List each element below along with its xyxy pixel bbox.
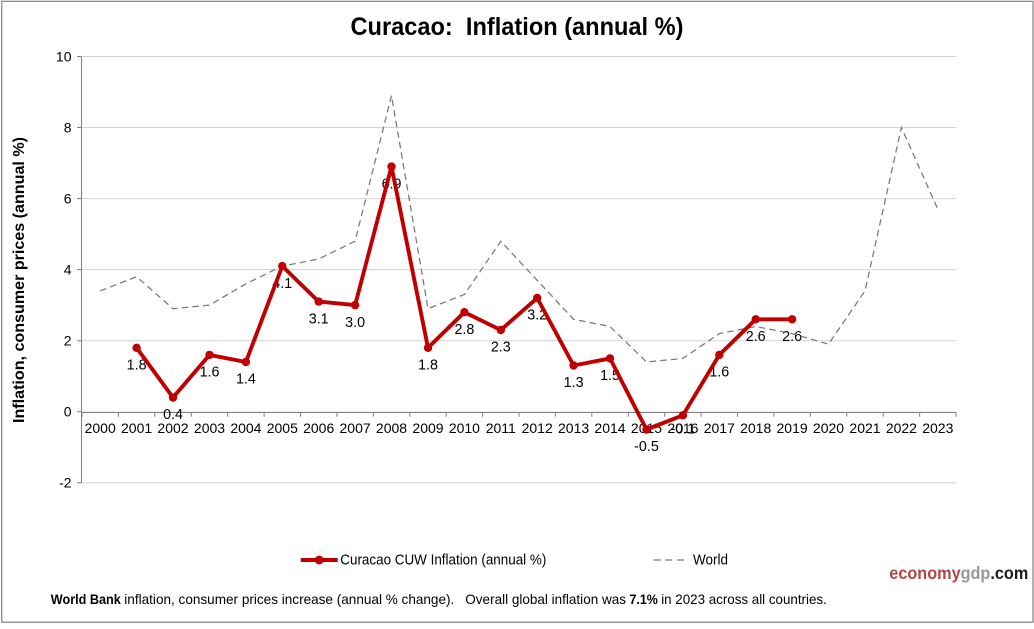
svg-text:1.6: 1.6	[200, 365, 220, 381]
svg-text:1.8: 1.8	[127, 358, 147, 374]
svg-text:World Bank: World Bank	[51, 592, 121, 607]
svg-text:1.6: 1.6	[709, 365, 729, 381]
svg-text:10: 10	[56, 49, 72, 65]
svg-text:Curacao: Inflation (annual %): Curacao: Inflation (annual %)	[351, 13, 684, 41]
svg-text:inflation, consumer prices inc: inflation, consumer prices increase (ann…	[124, 592, 454, 607]
svg-text:in 2023 across all countries.: in 2023 across all countries.	[661, 592, 827, 607]
svg-text:-0.1: -0.1	[671, 422, 696, 438]
svg-text:0: 0	[64, 404, 72, 420]
svg-text:2016: 2016	[667, 420, 698, 436]
svg-text:2010: 2010	[449, 420, 480, 436]
svg-text:4: 4	[64, 262, 72, 278]
svg-text:2.8: 2.8	[454, 322, 474, 338]
svg-text:Curacao CUW Inflation (annual: Curacao CUW Inflation (annual %)	[340, 553, 546, 569]
svg-text:2021: 2021	[849, 420, 880, 436]
svg-text:2013: 2013	[558, 420, 589, 436]
svg-text:2004: 2004	[230, 420, 261, 436]
svg-text:2005: 2005	[267, 420, 298, 436]
svg-text:0.4: 0.4	[163, 407, 183, 423]
svg-text:2011: 2011	[486, 420, 516, 436]
svg-text:2003: 2003	[194, 420, 225, 436]
svg-text:2020: 2020	[813, 420, 844, 436]
svg-text:2.3: 2.3	[491, 340, 511, 356]
svg-text:2023: 2023	[922, 420, 953, 436]
svg-text:1.8: 1.8	[418, 358, 438, 374]
svg-text:2001: 2001	[121, 420, 152, 436]
svg-text:2.6: 2.6	[782, 329, 802, 345]
svg-text:3.2: 3.2	[527, 308, 547, 324]
svg-text:6: 6	[64, 191, 72, 207]
svg-text:2019: 2019	[777, 420, 808, 436]
svg-text:2017: 2017	[704, 420, 735, 436]
svg-text:Overall global inflation was: Overall global inflation was	[465, 592, 626, 607]
svg-text:2: 2	[64, 333, 72, 349]
svg-text:2007: 2007	[340, 420, 371, 436]
svg-text:2006: 2006	[303, 420, 334, 436]
svg-text:2018: 2018	[740, 420, 771, 436]
svg-text:economygdp.com: economygdp.com	[889, 563, 1028, 583]
svg-text:3.0: 3.0	[345, 315, 365, 331]
svg-text:2022: 2022	[886, 420, 917, 436]
svg-text:2008: 2008	[376, 420, 407, 436]
svg-text:2014: 2014	[594, 420, 625, 436]
svg-text:2.6: 2.6	[746, 329, 766, 345]
svg-text:Inflation, consumer prices (an: Inflation, consumer prices (annual %)	[11, 137, 28, 423]
svg-text:2002: 2002	[157, 420, 188, 436]
svg-text:-0.5: -0.5	[634, 439, 659, 455]
svg-text:2012: 2012	[522, 420, 553, 436]
svg-text:3.1: 3.1	[309, 311, 329, 327]
svg-text:1.4: 1.4	[236, 372, 256, 388]
svg-text:7.1%: 7.1%	[630, 592, 658, 607]
svg-text:2000: 2000	[85, 420, 116, 436]
svg-text:8: 8	[64, 120, 72, 136]
svg-text:-2: -2	[59, 475, 72, 491]
svg-text:World: World	[693, 553, 728, 569]
svg-text:2009: 2009	[412, 420, 443, 436]
svg-text:1.3: 1.3	[564, 375, 584, 391]
